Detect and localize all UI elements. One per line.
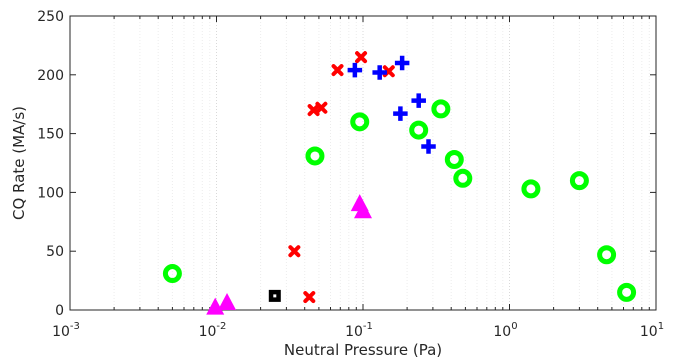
x-tick-label: 10-3 bbox=[52, 321, 80, 340]
plus-marker bbox=[372, 65, 387, 80]
triangle-marker bbox=[206, 297, 225, 315]
ring-marker bbox=[350, 112, 370, 132]
axis-ticks: 10-3 10-2 10-1 100 101 0 50 100 150 200 250 bbox=[37, 9, 664, 340]
y-tick-label: 200 bbox=[37, 68, 64, 84]
data-points bbox=[162, 51, 637, 315]
plus-marker bbox=[411, 93, 426, 108]
y-tick-label: 100 bbox=[37, 185, 64, 201]
x-tick-label: 101 bbox=[640, 321, 664, 340]
ring-marker bbox=[431, 99, 451, 119]
triangle-marker bbox=[218, 292, 237, 310]
grid bbox=[113, 16, 650, 310]
y-tick-label: 50 bbox=[46, 244, 64, 260]
ring-marker bbox=[617, 282, 637, 302]
x-marker bbox=[288, 245, 301, 258]
ring-marker bbox=[597, 245, 617, 265]
x-tick-label: 100 bbox=[493, 321, 517, 340]
y-tick-label: 250 bbox=[37, 9, 64, 25]
x-marker bbox=[355, 51, 368, 64]
ring-marker bbox=[521, 179, 541, 199]
x-axis-label: Neutral Pressure (Pa) bbox=[284, 341, 442, 359]
y-tick-label: 0 bbox=[55, 303, 64, 319]
y-tick-label: 150 bbox=[37, 127, 64, 143]
x-marker bbox=[315, 101, 328, 114]
triangle-marker bbox=[354, 201, 372, 219]
plus-marker bbox=[421, 139, 436, 154]
ring-marker bbox=[453, 168, 473, 188]
plus-marker bbox=[394, 55, 410, 71]
ring-marker bbox=[569, 171, 589, 191]
ring-marker bbox=[305, 146, 325, 166]
y-axis-label: CQ Rate (MA/s) bbox=[10, 106, 28, 220]
x-tick-label: 10-1 bbox=[345, 321, 373, 340]
x-marker bbox=[303, 291, 316, 304]
square-marker-center bbox=[273, 294, 277, 298]
plus-marker bbox=[347, 62, 363, 78]
ring-marker bbox=[162, 264, 182, 284]
plus-marker bbox=[393, 106, 408, 121]
x-tick-label: 10-2 bbox=[199, 321, 227, 340]
ring-marker bbox=[444, 149, 464, 169]
ring-marker bbox=[409, 120, 429, 140]
x-marker bbox=[331, 64, 344, 77]
